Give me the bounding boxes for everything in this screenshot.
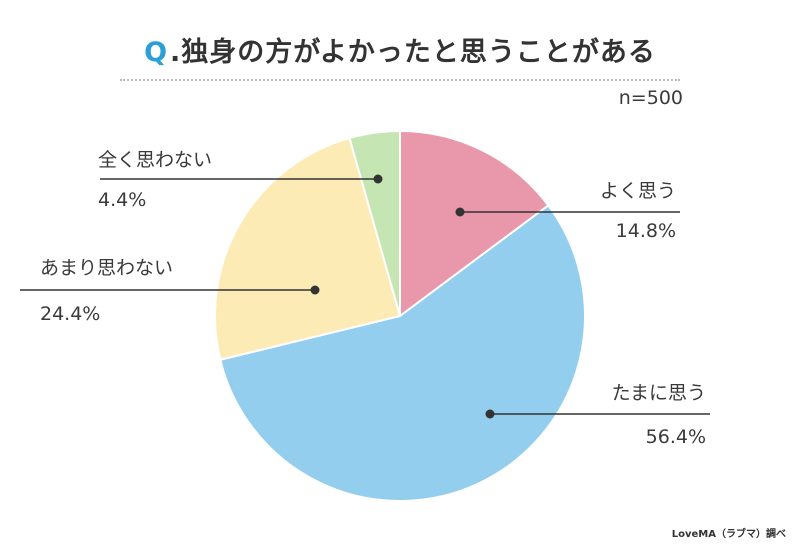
source-credit: LoveMA（ラブマ）調べ [671,529,786,540]
title-divider [120,79,680,81]
pie-slice [348,129,401,317]
pie-slice [399,129,550,318]
question-dot: . [170,37,182,68]
leader-dot [455,207,465,217]
slice-value-label: 24.4% [40,303,100,325]
question-text: 独身の方がよかったと思うことがある [181,37,656,68]
leader-dot [373,174,383,184]
slice-value-label: 14.8% [616,220,676,242]
slice-label: あまり思わない [40,257,173,279]
question-prefix: Q [144,37,169,68]
leader-dot [310,285,320,295]
pie-slice [219,203,586,502]
slice-value-label: 4.4% [98,189,146,211]
slice-value-label: 56.4% [646,426,706,448]
chart-title: Q.独身の方がよかったと思うことがある [0,30,800,69]
sample-size: n=500 [618,87,683,109]
slice-label: 全く思わない [98,149,212,171]
slice-label: たまに思う [612,382,706,404]
leader-dot [485,409,495,419]
slice-label: よく思う [600,180,676,202]
pie-slice [214,136,402,361]
